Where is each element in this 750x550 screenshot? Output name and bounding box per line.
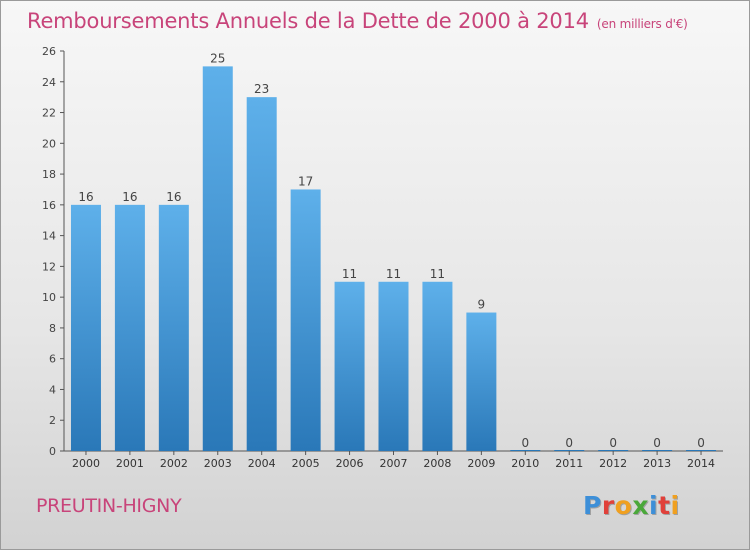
y-tick-label: 22 bbox=[42, 107, 56, 120]
data-label: 11 bbox=[386, 267, 401, 281]
x-tick-label: 2000 bbox=[72, 457, 100, 470]
data-label: 11 bbox=[430, 267, 445, 281]
data-label: 0 bbox=[609, 436, 617, 450]
bar bbox=[378, 281, 409, 451]
data-label: 16 bbox=[166, 190, 181, 204]
y-tick-label: 18 bbox=[42, 168, 56, 181]
bar bbox=[246, 97, 277, 452]
bar bbox=[158, 204, 189, 451]
x-tick-label: 2008 bbox=[423, 457, 451, 470]
x-tick-label: 2012 bbox=[599, 457, 627, 470]
x-tick-label: 2010 bbox=[511, 457, 539, 470]
bar bbox=[422, 281, 453, 451]
bar bbox=[202, 66, 233, 451]
y-tick-label: 6 bbox=[49, 353, 56, 366]
data-label: 0 bbox=[697, 436, 705, 450]
x-tick-label: 2007 bbox=[380, 457, 408, 470]
bar bbox=[466, 312, 497, 451]
commune-name: PREUTIN-HIGNY bbox=[36, 495, 182, 517]
proxiti-logo: Proxiti bbox=[583, 491, 680, 520]
y-tick-label: 4 bbox=[49, 383, 56, 396]
x-tick-label: 2013 bbox=[643, 457, 671, 470]
x-tick-label: 2002 bbox=[160, 457, 188, 470]
data-label: 9 bbox=[478, 298, 486, 312]
data-label: 0 bbox=[653, 436, 661, 450]
chart-title-text: Remboursements Annuels de la Dette de 20… bbox=[27, 9, 589, 33]
data-label: 17 bbox=[298, 174, 313, 188]
x-tick-label: 2011 bbox=[555, 457, 583, 470]
data-label: 23 bbox=[254, 82, 269, 96]
x-tick-label: 2006 bbox=[336, 457, 364, 470]
data-label: 16 bbox=[78, 190, 93, 204]
chart-title: Remboursements Annuels de la Dette de 20… bbox=[27, 9, 688, 33]
data-label: 0 bbox=[565, 436, 573, 450]
bar bbox=[290, 189, 321, 451]
x-tick-label: 2001 bbox=[116, 457, 144, 470]
data-label: 25 bbox=[210, 51, 225, 65]
data-label: 16 bbox=[122, 190, 137, 204]
x-tick-label: 2004 bbox=[248, 457, 276, 470]
data-label: 11 bbox=[342, 267, 357, 281]
y-tick-label: 10 bbox=[42, 291, 56, 304]
y-tick-label: 24 bbox=[42, 76, 56, 89]
y-tick-label: 16 bbox=[42, 199, 56, 212]
x-tick-label: 2009 bbox=[467, 457, 495, 470]
bar bbox=[334, 281, 365, 451]
x-tick-label: 2014 bbox=[687, 457, 715, 470]
y-tick-label: 12 bbox=[42, 260, 56, 273]
y-tick-label: 8 bbox=[49, 322, 56, 335]
bar bbox=[70, 204, 101, 451]
y-tick-label: 14 bbox=[42, 230, 56, 243]
y-tick-label: 0 bbox=[49, 445, 56, 458]
x-tick-label: 2003 bbox=[204, 457, 232, 470]
y-tick-label: 20 bbox=[42, 137, 56, 150]
y-tick-label: 26 bbox=[42, 45, 56, 58]
x-tick-label: 2005 bbox=[292, 457, 320, 470]
bar bbox=[114, 204, 145, 451]
chart-subtitle: (en milliers d'€) bbox=[596, 17, 688, 31]
y-tick-label: 2 bbox=[49, 414, 56, 427]
data-label: 0 bbox=[521, 436, 529, 450]
